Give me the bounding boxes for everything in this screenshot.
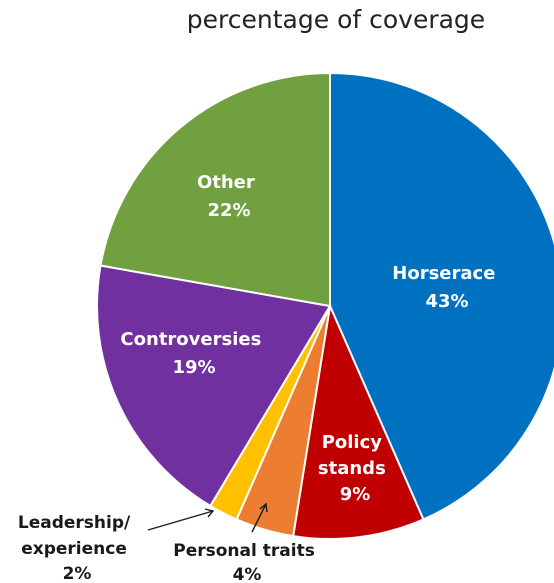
pie-slice-policy-stands — [292, 302, 425, 540]
leadership-leader-line — [147, 510, 214, 531]
personal-traits-leader-line — [251, 503, 267, 533]
horserace-label: Horserace 43% — [392, 263, 501, 312]
personal-traits-label: Personal traits 4% — [173, 541, 320, 583]
leadership-experience-label: Leadership/ experience 2% — [18, 513, 136, 583]
pie-slice-horserace — [329, 71, 554, 521]
pie-slice-other — [99, 71, 331, 308]
other-label: Other 22% — [197, 172, 261, 221]
personal-traits-arrowhead — [259, 502, 268, 513]
leadership-arrowhead — [204, 508, 215, 518]
pie-slices — [96, 71, 554, 540]
chart-title: percentage of coverage — [187, 5, 485, 34]
controversies-label: Controversies 19% — [120, 329, 267, 378]
policy-stands-label: Policy stands 9% — [318, 432, 392, 505]
leader-arrows — [147, 502, 268, 533]
pie-slice-controversies — [96, 264, 332, 508]
